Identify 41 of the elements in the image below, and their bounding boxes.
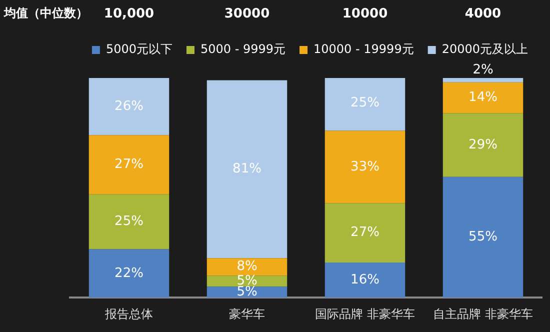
x-tick-label: 自主品牌 非豪华车: [433, 306, 533, 321]
bar: [206, 276, 288, 287]
data-label: 14%: [468, 90, 498, 106]
legend-label: 5000 - 9999元: [200, 42, 286, 56]
data-label: 2%: [472, 62, 494, 78]
data-label: 27%: [350, 225, 380, 240]
data-label: 55%: [468, 230, 498, 245]
data-label: 33%: [350, 159, 380, 174]
bar: [88, 249, 170, 298]
bar: [88, 135, 170, 194]
bar: [442, 82, 524, 114]
text: 10000: [342, 6, 388, 22]
data-label: 25%: [350, 96, 380, 111]
bar: [88, 194, 170, 250]
data-label: 27%: [114, 157, 144, 172]
legend-label: 5000元以下: [106, 42, 172, 56]
data-label: 29%: [468, 137, 498, 152]
text: 4000: [464, 6, 502, 22]
legend-label: 20000元及以上: [442, 42, 528, 56]
bar: [206, 258, 288, 276]
x-tick-label: 豪华车: [229, 306, 265, 321]
bar: [324, 203, 406, 262]
x-tick-label: 报告总体: [104, 306, 153, 321]
text: 30000: [224, 6, 270, 22]
data-label: 81%: [232, 162, 262, 177]
bar: [88, 78, 170, 136]
bar: [324, 262, 406, 298]
data-label: 25%: [114, 214, 144, 230]
bar: [442, 176, 524, 298]
text: 10,000: [104, 6, 154, 22]
data-label: 22%: [114, 266, 144, 281]
text: 均值（中位数）: [3, 6, 88, 20]
data-label: 8%: [236, 259, 258, 274]
bar: [206, 80, 288, 258]
data-label: 26%: [114, 98, 144, 114]
x-tick-label: 国际品牌 非豪华车: [315, 306, 415, 321]
legend-label: 10000 - 19999元: [314, 42, 414, 56]
bar: [442, 113, 524, 177]
bar: [206, 286, 288, 298]
data-label: 16%: [350, 272, 380, 288]
bar: [442, 78, 524, 82]
